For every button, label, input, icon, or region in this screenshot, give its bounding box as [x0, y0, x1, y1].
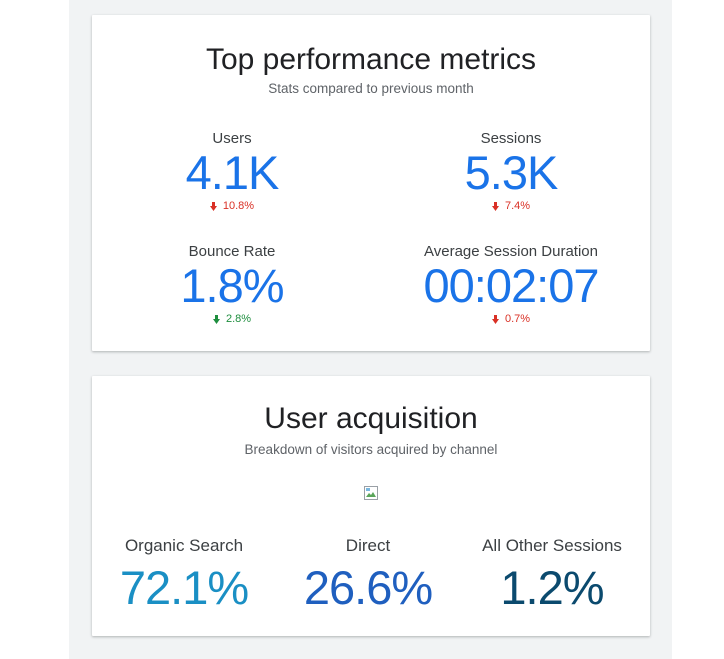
- metric-delta-value: 2.8%: [225, 313, 252, 325]
- acquisition-title: User acquisition: [264, 402, 478, 435]
- channel-all-other-sessions: All Other Sessions 1.2%: [452, 536, 652, 614]
- metric-sessions: Sessions 5.3K 7.4%: [386, 130, 636, 213]
- metric-avg-session-duration: Average Session Duration 00:02:07 0.7%: [386, 243, 636, 326]
- metric-value: 1.8%: [180, 259, 284, 312]
- performance-subtitle: Stats compared to previous month: [268, 81, 474, 96]
- metric-delta-value: 7.4%: [504, 200, 531, 212]
- user-acquisition-card: User acquisition Breakdown of visitors a…: [92, 376, 650, 636]
- channel-value: 72.1%: [119, 561, 249, 614]
- metric-label: Average Session Duration: [424, 243, 598, 260]
- channel-direct: Direct 26.6%: [268, 536, 468, 614]
- metric-label: Bounce Rate: [188, 243, 276, 260]
- metric-value: 5.3K: [464, 146, 559, 199]
- metric-delta-value: 10.8%: [222, 200, 255, 212]
- acquisition-subtitle: Breakdown of visitors acquired by channe…: [244, 442, 498, 457]
- broken-image-icon: [364, 486, 378, 500]
- metric-delta: 7.4%: [386, 199, 636, 213]
- metric-delta: 0.7%: [386, 312, 636, 326]
- metric-label: Sessions: [480, 130, 542, 147]
- metric-users: Users 4.1K 10.8%: [107, 130, 357, 213]
- metric-label: Users: [212, 130, 252, 147]
- channel-organic-search: Organic Search 72.1%: [84, 536, 284, 614]
- channel-value: 26.6%: [303, 561, 433, 614]
- metric-delta: 2.8%: [107, 312, 357, 326]
- metric-value: 00:02:07: [423, 259, 600, 312]
- arrow-down-icon: [491, 201, 499, 211]
- channel-label: Organic Search: [124, 536, 244, 555]
- metric-bounce-rate: Bounce Rate 1.8% 2.8%: [107, 243, 357, 326]
- metric-value: 4.1K: [185, 146, 280, 199]
- arrow-down-icon: [209, 201, 217, 211]
- channel-value: 1.2%: [500, 561, 604, 614]
- channel-label: All Other Sessions: [482, 536, 622, 555]
- metric-delta-value: 0.7%: [504, 313, 531, 325]
- channel-label: Direct: [345, 536, 391, 555]
- metric-delta: 10.8%: [107, 199, 357, 213]
- arrow-down-icon: [212, 314, 220, 324]
- performance-metrics-card: Top performance metrics Stats compared t…: [92, 15, 650, 351]
- arrow-down-icon: [491, 314, 499, 324]
- performance-title: Top performance metrics: [205, 43, 537, 76]
